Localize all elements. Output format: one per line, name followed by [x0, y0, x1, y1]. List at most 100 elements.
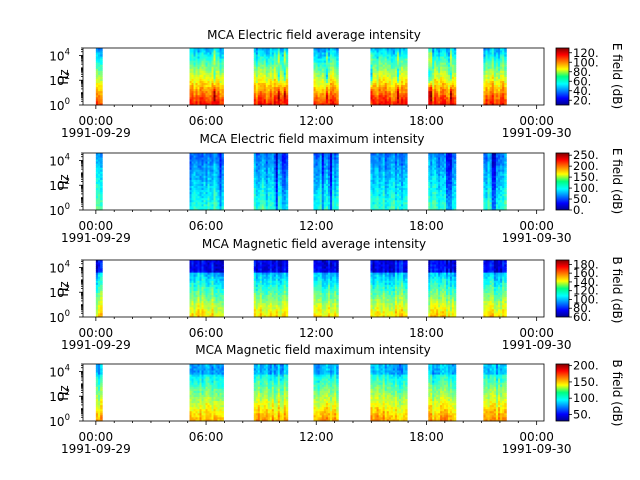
y-axis: 100 102 104 [49, 152, 83, 218]
data-interval [253, 364, 289, 422]
data-interval [483, 153, 507, 211]
colorbar-tick-label: 140. [573, 275, 599, 289]
x-tick-label: 00:00 [519, 219, 554, 233]
y-tick-label: 102 [49, 177, 70, 193]
y-tick-label: 100 [49, 413, 70, 429]
y-axis-label: Hz [57, 385, 71, 400]
colorbar-tick-label: 100. [573, 391, 599, 405]
x-tick-label: 00:00 [79, 430, 114, 444]
y-tick-label: 102 [49, 72, 70, 88]
colorbar-ticks: 60.80.100.120.140.160.180. [569, 257, 599, 324]
colorbar-tick-label: 160. [573, 266, 599, 280]
data-interval [95, 48, 103, 106]
x-tick-label: 12:00 [299, 114, 334, 128]
x-date-label: 1991-09-29 [61, 231, 131, 245]
colorbar-label: E field (dB) [610, 148, 624, 214]
spectrogram [95, 364, 507, 422]
x-date-label: 1991-09-29 [61, 126, 131, 140]
x-tick-label: 12:00 [299, 430, 334, 444]
y-axis: 100 102 104 [49, 259, 83, 325]
data-interval [370, 48, 408, 106]
x-tick-label: 06:00 [189, 219, 224, 233]
colorbar-tick-label: 50. [573, 192, 591, 206]
panel-b-field-average: MCA Magnetic field average intensity Hz … [49, 237, 624, 352]
colorbar-ticks: 50. 100. 150. 200. [569, 359, 599, 421]
data-interval [189, 364, 224, 422]
y-axis: 100 102 104 [49, 363, 83, 429]
y-axis-label: Hz [57, 174, 71, 189]
colorbar-tick-label: 150. [573, 375, 599, 389]
colorbar-tick-label: 50. [573, 407, 591, 421]
colorbar-tick-label: 40. [573, 84, 591, 98]
colorbar [555, 363, 570, 422]
data-interval [253, 260, 289, 318]
colorbar-tick-label: 80. [573, 65, 591, 79]
colorbar-tick-label: 60. [573, 74, 591, 88]
x-tick-label: 18:00 [409, 326, 444, 340]
x-tick-label: 18:00 [409, 114, 444, 128]
data-interval [95, 153, 103, 211]
data-interval [428, 153, 457, 211]
colorbar-ticks: 0.50.100.150.200.250. [569, 148, 599, 217]
x-tick-label: 06:00 [189, 430, 224, 444]
data-interval [189, 48, 224, 106]
y-tick-label: 102 [49, 388, 70, 404]
data-interval [95, 364, 103, 422]
x-tick-label: 00:00 [519, 430, 554, 444]
data-interval [428, 48, 457, 106]
data-interval [370, 260, 408, 318]
data-interval [483, 260, 507, 318]
data-interval [370, 153, 408, 211]
data-interval [370, 364, 408, 422]
spectrogram [95, 153, 507, 211]
x-tick-label: 06:00 [189, 114, 224, 128]
x-tick-label: 06:00 [189, 326, 224, 340]
data-interval [189, 153, 224, 211]
panel-e-field-average: MCA Electric field average intensity Hz … [49, 28, 624, 140]
x-date-label: 1991-09-29 [61, 338, 131, 352]
x-date-label: 1991-09-30 [502, 231, 572, 245]
colorbar-label: B field (dB) [610, 360, 624, 427]
colorbar [555, 152, 570, 211]
panel-title: MCA Electric field average intensity [207, 28, 421, 42]
panel-title: MCA Magnetic field average intensity [202, 237, 426, 251]
y-tick-label: 102 [49, 284, 70, 300]
x-date-label: 1991-09-30 [502, 442, 572, 456]
data-interval [253, 48, 289, 106]
y-tick-label: 100 [49, 97, 70, 113]
data-interval [313, 48, 339, 106]
x-date-label: 1991-09-29 [61, 442, 131, 456]
x-tick-label: 12:00 [299, 219, 334, 233]
colorbar-ticks: 20.40.60.80.100.120. [569, 46, 599, 107]
colorbar-tick-label: 100. [573, 55, 599, 69]
y-tick-label: 100 [49, 309, 70, 325]
colorbar-tick-label: 200. [573, 159, 599, 173]
data-interval [313, 260, 339, 318]
x-tick-label: 00:00 [519, 326, 554, 340]
y-axis: 100 102 104 [49, 47, 83, 113]
y-tick-label: 104 [49, 363, 70, 379]
spectrogram [95, 260, 507, 318]
colorbar-tick-label: 60. [573, 310, 591, 324]
colorbar-tick-label: 20. [573, 93, 591, 107]
colorbar-tick-label: 80. [573, 301, 591, 315]
x-tick-label: 00:00 [79, 326, 114, 340]
colorbar-tick-label: 180. [573, 257, 599, 271]
data-interval [313, 364, 339, 422]
x-tick-label: 00:00 [79, 219, 114, 233]
data-interval [483, 48, 507, 106]
y-tick-label: 104 [49, 259, 70, 275]
y-axis-label: Hz [57, 69, 71, 84]
data-interval [95, 260, 103, 318]
y-tick-label: 100 [49, 202, 70, 218]
colorbar-tick-label: 250. [573, 148, 599, 162]
x-tick-label: 18:00 [409, 219, 444, 233]
panel-title: MCA Electric field maximum intensity [199, 132, 424, 146]
panel-title: MCA Magnetic field maximum intensity [195, 343, 431, 357]
colorbar-label: B field (dB) [610, 257, 624, 324]
data-interval [428, 364, 457, 422]
